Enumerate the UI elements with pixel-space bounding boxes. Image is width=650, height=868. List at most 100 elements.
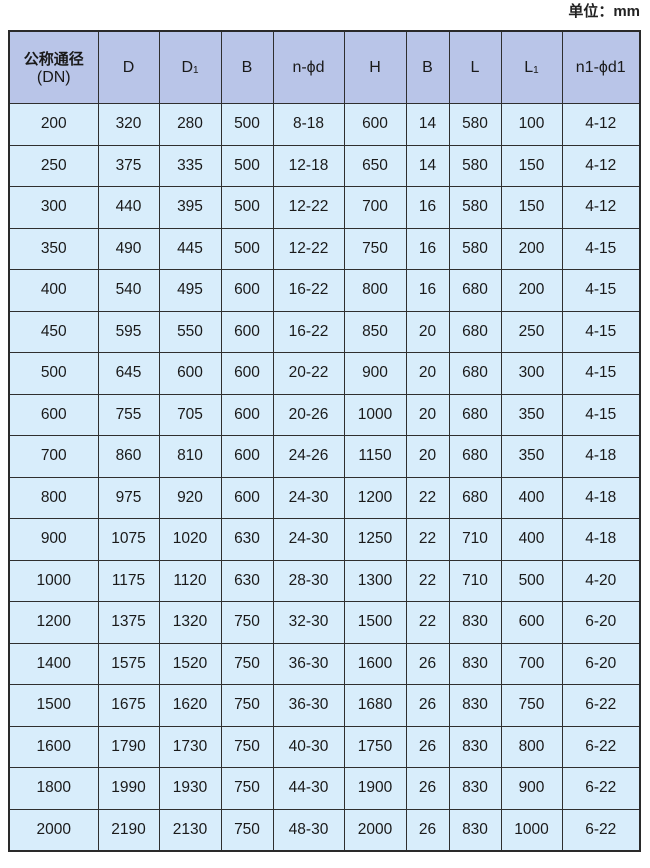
table-row: 1800 1990 1930 750 44-30 1900 26 830 900 6-22: [8, 767, 641, 810]
table-cell: 8-18: [272, 103, 345, 146]
table-cell: 22: [405, 601, 450, 644]
column-header-subscript: 1: [193, 64, 199, 76]
table-cell: 250: [500, 310, 563, 353]
table-cell: 500: [8, 352, 99, 395]
table-cell: 6-22: [561, 684, 641, 727]
table-cell: 24-26: [272, 435, 345, 478]
table-cell: 580: [448, 103, 502, 146]
table-cell: 600: [220, 476, 274, 519]
table-cell: 830: [448, 642, 502, 685]
table-cell: 750: [220, 684, 274, 727]
column-header-label: B: [422, 58, 433, 76]
table-cell: 335: [158, 144, 222, 187]
column-header: H: [343, 30, 407, 104]
table-cell: 6-22: [561, 725, 641, 768]
table-cell: 1375: [97, 601, 160, 644]
table-cell: 830: [448, 767, 502, 810]
table-cell: 500: [220, 186, 274, 229]
table-cell: 4-18: [561, 435, 641, 478]
table-row: 400 540 495 600 16-22 800 16 680 200 4-15: [8, 269, 641, 312]
table-cell: 26: [405, 767, 450, 810]
table-cell: 495: [158, 269, 222, 312]
column-header-label: n1-ϕd1: [575, 58, 626, 76]
table-cell: 550: [158, 310, 222, 353]
table-cell: 830: [448, 725, 502, 768]
table-cell: 300: [8, 186, 99, 229]
column-header-label: B: [241, 58, 253, 76]
table-cell: 680: [448, 393, 502, 436]
table-cell: 1500: [343, 601, 407, 644]
column-header-sublabel: (DN): [36, 69, 71, 86]
table-cell: 26: [405, 808, 450, 852]
table-cell: 400: [8, 269, 99, 312]
table-cell: 600: [220, 393, 274, 436]
table-cell: 6-22: [561, 767, 641, 810]
table-cell: 4-12: [561, 144, 641, 187]
table-cell: 1000: [8, 559, 99, 602]
table-cell: 750: [500, 684, 563, 727]
table-cell: 500: [220, 103, 274, 146]
table-cell: 6-20: [561, 642, 641, 685]
table-cell: 400: [500, 476, 563, 519]
table-cell: 16: [405, 186, 450, 229]
table-cell: 150: [500, 144, 563, 187]
table-cell: 6-22: [561, 808, 641, 852]
table-cell: 4-15: [561, 227, 641, 270]
table-cell: 1200: [8, 601, 99, 644]
table-cell: 900: [8, 518, 99, 561]
table-cell: 16-22: [272, 310, 345, 353]
table-cell: 2000: [343, 808, 407, 852]
table-cell: 320: [97, 103, 160, 146]
column-header: B: [220, 30, 274, 104]
table-row: 350 490 445 500 12-22 750 16 580 200 4-15: [8, 227, 641, 270]
column-header: n1-ϕd1: [561, 30, 641, 104]
table-cell: 4-20: [561, 559, 641, 602]
table-cell: 4-12: [561, 103, 641, 146]
table-cell: 1750: [343, 725, 407, 768]
table-cell: 1900: [343, 767, 407, 810]
column-header: n-ϕd: [272, 30, 345, 104]
table-row: 800 975 920 600 24-30 1200 22 680 400 4-18: [8, 476, 641, 519]
table-cell: 750: [220, 642, 274, 685]
table-cell: 680: [448, 269, 502, 312]
table-cell: 750: [220, 725, 274, 768]
table-cell: 1320: [158, 601, 222, 644]
column-header-label: n-ϕd: [292, 58, 325, 76]
table-cell: 250: [8, 144, 99, 187]
table-cell: 600: [343, 103, 407, 146]
table-cell: 200: [500, 227, 563, 270]
table-cell: 22: [405, 518, 450, 561]
table-cell: 830: [448, 808, 502, 852]
column-header-label: D: [122, 58, 135, 76]
table-cell: 600: [8, 393, 99, 436]
table-cell: 12-22: [272, 227, 345, 270]
table-cell: 1675: [97, 684, 160, 727]
table-cell: 395: [158, 186, 222, 229]
table-row: 700 860 810 600 24-26 1150 20 680 350 4-18: [8, 435, 641, 478]
table-cell: 350: [500, 393, 563, 436]
table-cell: 4-15: [561, 269, 641, 312]
table-cell: 750: [220, 767, 274, 810]
column-header: D: [97, 30, 160, 104]
table-cell: 48-30: [272, 808, 345, 852]
table-cell: 1575: [97, 642, 160, 685]
table-cell: 350: [8, 227, 99, 270]
table-cell: 1000: [500, 808, 563, 852]
table-cell: 1930: [158, 767, 222, 810]
table-cell: 1400: [8, 642, 99, 685]
table-cell: 440: [97, 186, 160, 229]
table-cell: 4-15: [561, 310, 641, 353]
table-cell: 850: [343, 310, 407, 353]
table-cell: 375: [97, 144, 160, 187]
table-cell: 36-30: [272, 684, 345, 727]
table-cell: 4-15: [561, 352, 641, 395]
table-cell: 710: [448, 518, 502, 561]
table-row: 300 440 395 500 12-22 700 16 580 150 4-12: [8, 186, 641, 229]
column-header: L1: [500, 30, 563, 104]
table-cell: 20-26: [272, 393, 345, 436]
column-header-label: D: [181, 58, 193, 76]
table-cell: 4-15: [561, 393, 641, 436]
unit-label: 单位：mm: [568, 3, 640, 20]
table-cell: 580: [448, 186, 502, 229]
